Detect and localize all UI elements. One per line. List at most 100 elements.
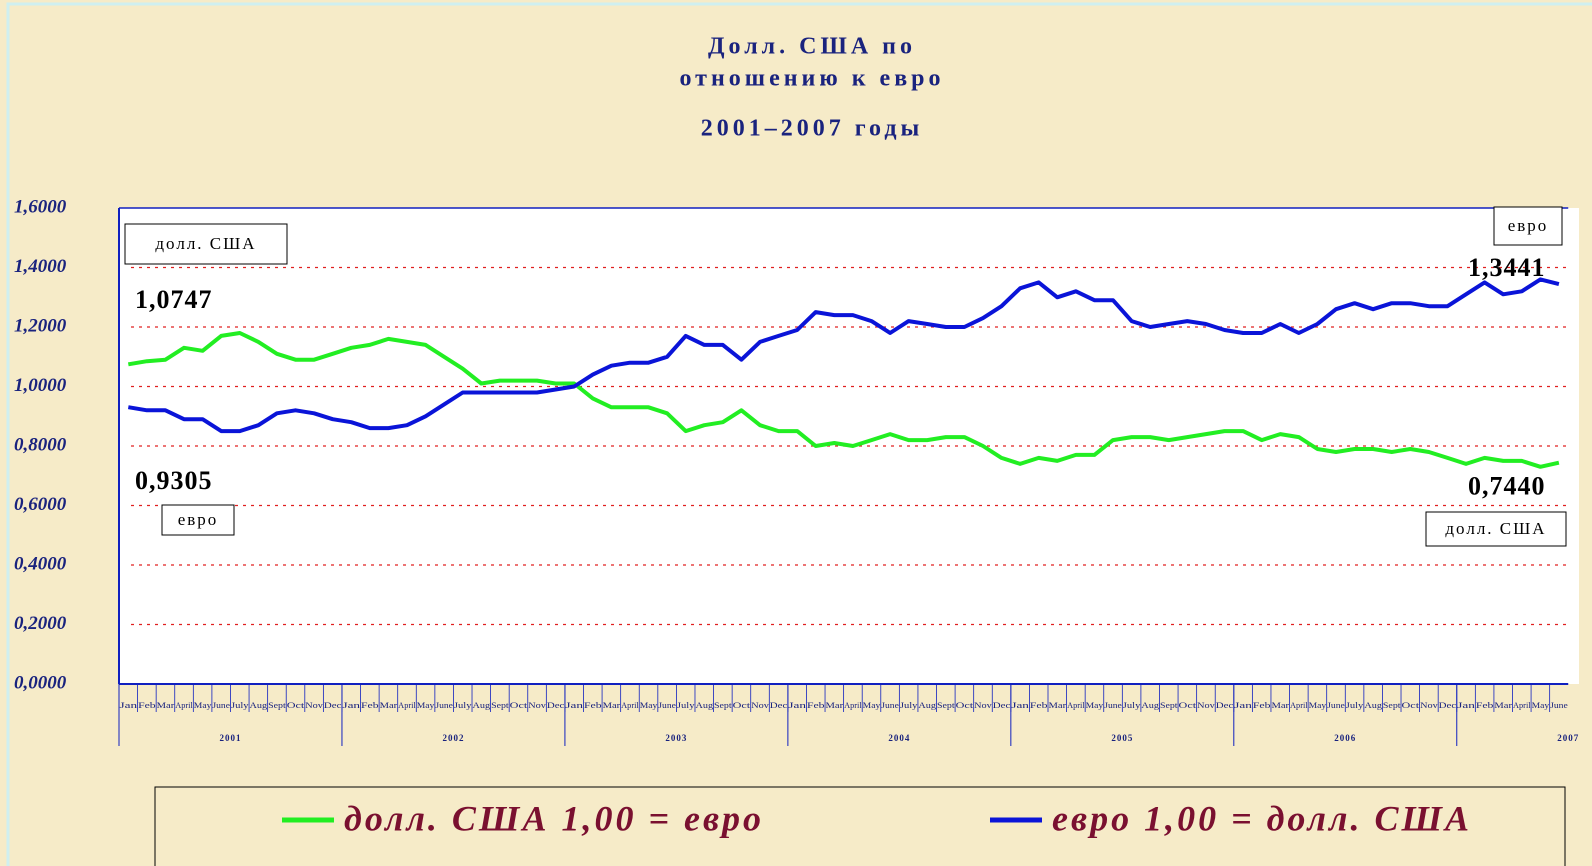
x-tick-label: June <box>1327 701 1345 710</box>
y-tick-label: 0,0000 <box>14 672 67 693</box>
x-tick-label: April <box>621 701 639 710</box>
x-tick-label: Sept <box>1383 701 1402 710</box>
x-tick-label: Jan <box>342 701 360 710</box>
x-tick-label: Dec <box>547 701 565 710</box>
data-label: 0,7440 <box>1468 472 1546 501</box>
x-tick-label: Aug <box>918 701 936 710</box>
x-tick-label: June <box>212 701 230 710</box>
x-tick-label: Sept <box>491 701 510 710</box>
x-tick-label: Jan <box>1234 701 1252 710</box>
series-line <box>127 277 1560 434</box>
x-tick-label: April <box>1513 701 1531 710</box>
x-tick-label: Feb <box>138 701 156 710</box>
x-tick-label: Feb <box>584 701 602 710</box>
x-tick-label: Feb <box>361 701 379 710</box>
x-tick-label: Mar <box>1271 701 1289 710</box>
x-tick-label: Mar <box>157 701 175 710</box>
chart-title: Долл. США по <box>708 34 916 60</box>
x-tick-label: Nov <box>974 701 992 710</box>
x-tick-label: Aug <box>1141 701 1159 710</box>
x-tick-label: June <box>658 701 676 710</box>
legend-label: евро 1,00 = долл. США <box>1052 798 1472 838</box>
y-tick-label: 1,2000 <box>14 315 67 336</box>
year-label: 2006 <box>1334 733 1356 743</box>
x-tick-label: June <box>435 701 453 710</box>
x-tick-label: July <box>677 701 695 710</box>
year-label: 2003 <box>665 733 687 743</box>
data-label: 1,0747 <box>135 285 213 314</box>
x-tick-label: May <box>194 701 212 710</box>
x-tick-label: July <box>900 701 918 710</box>
x-tick-label: Feb <box>807 701 825 710</box>
chart-subtitle: 2001–2007 годы <box>701 116 924 142</box>
x-tick-label: Oct <box>956 701 975 710</box>
y-tick-label: 1,0000 <box>14 375 67 396</box>
x-tick-label: May <box>1086 701 1104 710</box>
annotation: долл. США <box>155 234 256 253</box>
year-label: 2001 <box>219 733 241 743</box>
x-tick-label: Dec <box>770 701 788 710</box>
annotation-box <box>161 504 235 536</box>
x-tick-label: Nov <box>1197 701 1215 710</box>
x-tick-label: May <box>640 701 658 710</box>
x-tick-label: Jan <box>1011 701 1029 710</box>
x-tick-label: Mar <box>380 701 398 710</box>
annotation: долл. США <box>1445 519 1546 538</box>
x-tick-label: April <box>1290 701 1308 710</box>
x-tick-label: Nov <box>528 701 546 710</box>
y-tick-label: 0,8000 <box>14 434 67 455</box>
x-tick-label: Mar <box>826 701 844 710</box>
x-tick-label: April <box>175 701 193 710</box>
annotation-box <box>1425 511 1567 547</box>
x-tick-label: Jan <box>1457 701 1475 710</box>
y-tick-label: 0,4000 <box>14 553 67 574</box>
x-tick-label: April <box>398 701 416 710</box>
x-tick-label: Aug <box>1364 701 1382 710</box>
x-tick-label: Nov <box>1420 701 1438 710</box>
x-tick-label: July <box>454 701 472 710</box>
x-tick-label: Jan <box>565 701 583 710</box>
x-tick-label: Sept <box>714 701 733 710</box>
x-tick-label: Sept <box>937 701 956 710</box>
x-tick-label: Feb <box>1253 701 1271 710</box>
x-tick-label: May <box>1532 701 1550 710</box>
x-tick-label: July <box>1123 701 1141 710</box>
legend-box <box>154 786 1566 866</box>
x-tick-label: Mar <box>603 701 621 710</box>
x-tick-label: Dec <box>1439 701 1457 710</box>
x-tick-label: Nov <box>751 701 769 710</box>
annotation-box <box>124 223 288 265</box>
x-tick-label: April <box>1067 701 1085 710</box>
year-label: 2002 <box>442 733 464 743</box>
year-label: 2005 <box>1111 733 1133 743</box>
series-line <box>127 331 1560 469</box>
annotation: евро <box>1508 216 1549 235</box>
annotation: евро <box>178 510 219 529</box>
x-tick-label: Sept <box>268 701 287 710</box>
x-tick-label: Aug <box>250 701 268 710</box>
year-label: 2004 <box>888 733 910 743</box>
x-tick-label: Mar <box>1494 701 1512 710</box>
x-tick-label: April <box>844 701 862 710</box>
x-tick-label: May <box>417 701 435 710</box>
x-tick-label: Sept <box>1160 701 1179 710</box>
data-label: 1,3441 <box>1468 253 1546 282</box>
x-tick-label: Feb <box>1476 701 1494 710</box>
x-tick-label: July <box>1346 701 1364 710</box>
x-tick-label: Aug <box>473 701 491 710</box>
x-tick-label: Oct <box>287 701 306 710</box>
x-tick-label: May <box>863 701 881 710</box>
year-label: 2007 <box>1557 733 1579 743</box>
x-tick-label: June <box>1104 701 1122 710</box>
x-tick-label: Oct <box>1402 701 1421 710</box>
x-tick-label: Feb <box>1030 701 1048 710</box>
x-tick-label: June <box>881 701 899 710</box>
y-tick-label: 1,4000 <box>14 256 67 277</box>
x-tick-label: May <box>1309 701 1327 710</box>
x-tick-label: Mar <box>1049 701 1067 710</box>
y-tick-label: 1,6000 <box>14 196 67 217</box>
chart-title: отношению к евро <box>680 66 945 92</box>
x-tick-label: Nov <box>305 701 323 710</box>
x-tick-label: June <box>1550 701 1568 710</box>
